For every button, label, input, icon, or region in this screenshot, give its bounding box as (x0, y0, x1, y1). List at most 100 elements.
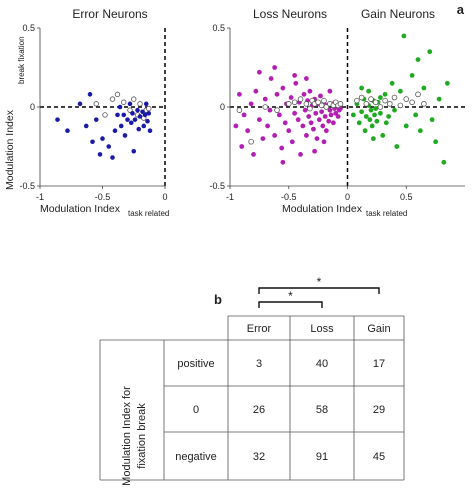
loss-gain-plot-points (233, 33, 450, 165)
row-label: 0 (193, 404, 199, 416)
loss-neuron-point (327, 88, 333, 94)
neutral-neuron-point-open (262, 104, 269, 110)
neutral-neuron-point-open (291, 99, 298, 106)
loss-gain-plot-ticks: -1 -0.5 0 0.5-0.500.5 (209, 23, 412, 202)
gain-neuron-point (363, 114, 369, 119)
error-neuron-point (128, 120, 134, 126)
loss-neuron-point (326, 118, 332, 124)
neutral-neuron-point-open (236, 107, 243, 113)
error-neuron-point (112, 128, 118, 133)
significance-bracket (258, 287, 380, 294)
gain-neuron-point (383, 120, 389, 126)
loss-plot-title: Loss Neurons (253, 7, 327, 21)
loss-neuron-point (274, 91, 280, 97)
error-neuron-point (122, 133, 128, 138)
table-cell: 40 (316, 358, 328, 370)
significance-brackets: ** (258, 275, 380, 308)
gain-neuron-point (356, 120, 362, 126)
loss-neuron-point (295, 117, 301, 123)
loss-neuron-point (289, 139, 295, 145)
table-cell: 58 (316, 404, 328, 416)
loss-neuron-point (311, 126, 316, 132)
loss-neuron-point (286, 128, 292, 134)
error-neuron-point-open (127, 107, 133, 113)
error-neuron-point (127, 101, 133, 107)
loss-neuron-point (303, 133, 309, 138)
error-plot-ytick-label: -0.5 (19, 181, 35, 191)
gain-neuron-point (415, 57, 421, 62)
loss-neuron-point (319, 109, 325, 115)
loss-neuron-point (328, 112, 334, 118)
loss-neuron-point (302, 107, 308, 113)
column-header: Loss (310, 323, 334, 335)
neutral-neuron-point-open (421, 101, 427, 107)
loss-gain-plot-xtick-label: 0.5 (400, 192, 413, 202)
loss-neuron-point (306, 114, 312, 119)
loss-neuron-point (307, 88, 313, 94)
loss-neuron-point (321, 139, 327, 145)
error-plot-title: Error Neurons (72, 7, 147, 21)
error-neuron-point-open (137, 101, 143, 107)
loss-neuron-point (233, 123, 239, 129)
loss-neuron-point (256, 117, 262, 123)
loss-gain-plot-xtick-label: -0.5 (281, 192, 297, 202)
neutral-neuron-point-open (318, 102, 325, 109)
error-neuron-point (142, 112, 148, 118)
loss-neuron-point (245, 128, 251, 134)
loss-neuron-point (280, 85, 286, 91)
loss-neuron-point (239, 144, 245, 149)
error-neuron-point-open (109, 96, 116, 102)
gain-neuron-point (373, 106, 379, 111)
neutral-neuron-point-open (403, 96, 410, 102)
gain-neuron-point (389, 80, 395, 86)
error-neurons-plot: Error Neurons -1 -0.5 0-0.500.5 Modulation… (4, 7, 169, 218)
significance-star: * (288, 289, 293, 303)
error-plot-guides (40, 28, 166, 186)
error-neuron-point (136, 126, 142, 132)
error-neuron-point (121, 112, 127, 118)
error-neuron-point (83, 123, 89, 129)
loss-gain-plot-xtick-label: 0 (345, 192, 350, 202)
error-neuron-point (110, 155, 115, 160)
loss-neuron-point (272, 65, 278, 70)
loss-neuron-point (323, 128, 329, 134)
loss-neuron-point (314, 136, 320, 142)
significance-bracket (258, 301, 323, 308)
row-label: negative (175, 451, 217, 463)
neutral-neuron-point-open (386, 101, 393, 107)
error-neuron-point-open (102, 112, 108, 118)
error-plot-xlabel: Modulation Index (40, 203, 121, 215)
loss-neuron-point (267, 107, 273, 113)
loss-neuron-point (292, 110, 298, 116)
neutral-neuron-point-open (323, 104, 330, 110)
neutral-neuron-point-open (248, 138, 254, 145)
error-neuron-point (93, 117, 99, 122)
loss-neuron-point (303, 76, 309, 81)
loss-neuron-point (298, 152, 303, 157)
error-neuron-point (65, 128, 70, 133)
table-cell: 3 (256, 358, 262, 370)
loss-neuron-point (260, 136, 266, 142)
error-plot-ylabel-sub: break fixation (17, 36, 26, 84)
loss-neuron-point (279, 145, 285, 151)
loss-neuron-point (300, 123, 306, 129)
gain-neuron-point (359, 85, 364, 91)
loss-neuron-point (331, 120, 336, 126)
loss-neuron-point (320, 123, 326, 129)
error-neuron-point (90, 139, 95, 145)
error-plot-ylabel: Modulation Index (4, 109, 16, 190)
gain-neuron-point (367, 117, 373, 123)
loss-neuron-point (251, 152, 256, 157)
loss-neuron-point (280, 159, 286, 165)
column-header: Gain (367, 323, 390, 335)
error-neuron-point (100, 136, 105, 141)
table-cell: 29 (373, 404, 385, 416)
gain-neuron-point (368, 107, 374, 113)
gain-neuron-point (359, 109, 364, 115)
neutral-neuron-point-open (363, 101, 370, 107)
gain-neuron-point (394, 144, 400, 149)
neutral-neuron-point-open (321, 97, 327, 104)
error-neuron-point (143, 101, 149, 107)
loss-neuron-point (237, 91, 242, 97)
gain-neuron-point (350, 112, 356, 118)
